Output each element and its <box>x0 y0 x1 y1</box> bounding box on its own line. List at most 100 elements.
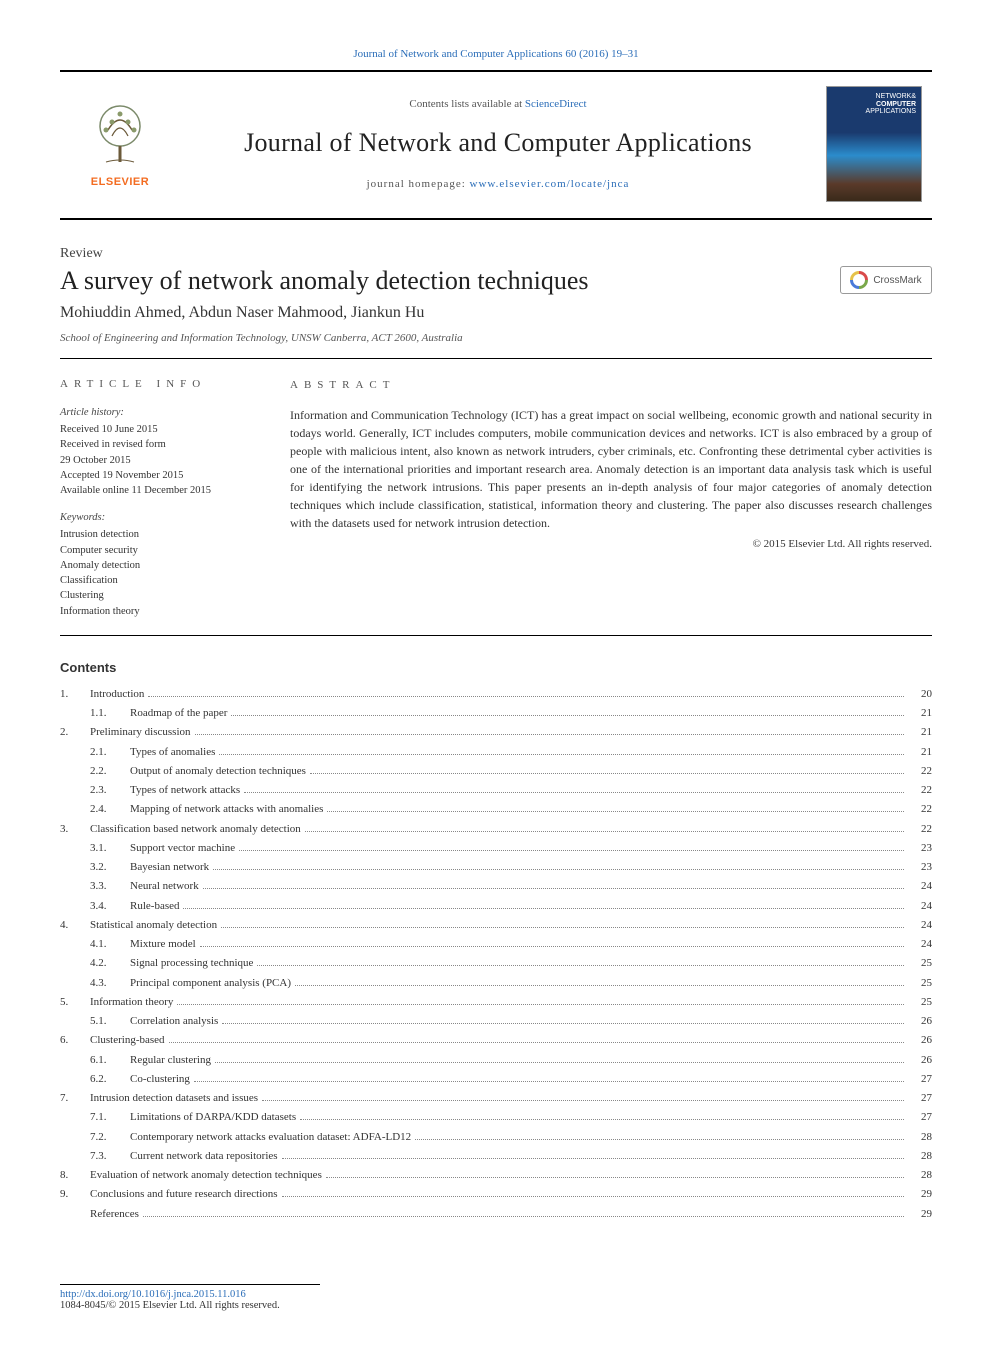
history-list: Received 10 June 2015Received in revised… <box>60 422 260 498</box>
toc-leader-dots <box>415 1139 904 1140</box>
toc-title: Mapping of network attacks with anomalie… <box>130 800 323 819</box>
toc-title: Types of anomalies <box>130 743 215 762</box>
toc-number: 7.2. <box>90 1128 130 1147</box>
toc-page: 25 <box>908 993 932 1012</box>
toc-page: 26 <box>908 1051 932 1070</box>
toc-number: 2.3. <box>90 781 130 800</box>
toc-leader-dots <box>310 773 904 774</box>
toc-title: Classification based network anomaly det… <box>90 820 301 839</box>
toc-title: Rule-based <box>130 897 179 916</box>
contents-heading: Contents <box>60 660 932 675</box>
rule <box>60 358 932 359</box>
top-citation-link[interactable]: Journal of Network and Computer Applicat… <box>353 48 638 60</box>
toc-subentry: 3.4.Rule-based24 <box>60 897 932 916</box>
toc-number: 3.2. <box>90 858 130 877</box>
toc-leader-dots <box>213 869 904 870</box>
keyword: Intrusion detection <box>60 527 260 542</box>
toc-entry: 6.Clustering-based26 <box>60 1031 932 1050</box>
toc-page: 23 <box>908 839 932 858</box>
elsevier-tree-icon <box>86 100 154 170</box>
toc-entry: References29 <box>60 1205 932 1224</box>
elsevier-logo: ELSEVIER <box>70 100 170 188</box>
article-title: A survey of network anomaly detection te… <box>60 266 589 296</box>
toc-number: 8. <box>60 1166 90 1185</box>
crossmark-label: CrossMark <box>873 275 921 286</box>
toc-title: Limitations of DARPA/KDD datasets <box>130 1108 296 1127</box>
toc-number: 1. <box>60 685 90 704</box>
toc-page: 21 <box>908 723 932 742</box>
toc-title: Support vector machine <box>130 839 235 858</box>
journal-header-band: ELSEVIER Contents lists available at Sci… <box>60 70 932 220</box>
article-info-column: article info Article history: Received 1… <box>60 377 260 619</box>
toc-leader-dots <box>169 1042 904 1043</box>
article-type: Review <box>60 246 932 262</box>
toc-number: 5. <box>60 993 90 1012</box>
toc-entry: 7.Intrusion detection datasets and issue… <box>60 1089 932 1108</box>
journal-name: Journal of Network and Computer Applicat… <box>190 128 806 158</box>
toc-leader-dots <box>177 1004 904 1005</box>
toc-subentry: 6.1.Regular clustering26 <box>60 1051 932 1070</box>
toc-leader-dots <box>300 1119 904 1120</box>
history-line: 29 October 2015 <box>60 453 260 468</box>
toc-title: Statistical anomaly detection <box>90 916 217 935</box>
toc-title: Signal processing technique <box>130 954 253 973</box>
keyword: Classification <box>60 573 260 588</box>
toc-entry: 2.Preliminary discussion21 <box>60 723 932 742</box>
article-info-heading: article info <box>60 377 260 393</box>
toc-subentry: 3.1.Support vector machine 23 <box>60 839 932 858</box>
history-line: Accepted 19 November 2015 <box>60 468 260 483</box>
toc-leader-dots <box>295 985 904 986</box>
toc-title: Contemporary network attacks evaluation … <box>130 1128 411 1147</box>
toc-title: Conclusions and future research directio… <box>90 1185 278 1204</box>
toc-leader-dots <box>231 715 904 716</box>
doi-link[interactable]: http://dx.doi.org/10.1016/j.jnca.2015.11… <box>60 1289 246 1300</box>
sciencedirect-link[interactable]: ScienceDirect <box>525 98 587 110</box>
affiliation: School of Engineering and Information Te… <box>60 332 932 344</box>
toc-page: 21 <box>908 704 932 723</box>
journal-homepage-line: journal homepage: www.elsevier.com/locat… <box>190 178 806 190</box>
journal-homepage-link[interactable]: www.elsevier.com/locate/jnca <box>470 178 630 190</box>
toc-subentry: 4.3.Principal component analysis (PCA)25 <box>60 974 932 993</box>
toc-page: 25 <box>908 974 932 993</box>
toc-leader-dots <box>148 696 904 697</box>
toc-title: Evaluation of network anomaly detection … <box>90 1166 322 1185</box>
toc-page: 22 <box>908 781 932 800</box>
history-line: Available online 11 December 2015 <box>60 483 260 498</box>
toc-number: 7. <box>60 1089 90 1108</box>
toc-number: 6.2. <box>90 1070 130 1089</box>
toc-number: 3.1. <box>90 839 130 858</box>
toc-page: 28 <box>908 1147 932 1166</box>
keyword: Clustering <box>60 588 260 603</box>
toc-leader-dots <box>257 965 904 966</box>
toc-title: Correlation analysis <box>130 1012 218 1031</box>
keyword: Computer security <box>60 543 260 558</box>
toc-entry: 5.Information theory25 <box>60 993 932 1012</box>
toc-title: References <box>90 1205 139 1224</box>
toc-number: 2.4. <box>90 800 130 819</box>
toc-number: 9. <box>60 1185 90 1204</box>
toc-leader-dots <box>282 1196 904 1197</box>
crossmark-badge[interactable]: CrossMark <box>840 266 932 294</box>
homepage-prefix: journal homepage: <box>367 178 470 190</box>
toc-page: 20 <box>908 685 932 704</box>
toc-entry: 3.Classification based network anomaly d… <box>60 820 932 839</box>
issn-copyright: 1084-8045/© 2015 Elsevier Ltd. All right… <box>60 1300 280 1311</box>
toc-entry: 8.Evaluation of network anomaly detectio… <box>60 1166 932 1185</box>
toc-leader-dots <box>239 850 904 851</box>
toc-leader-dots <box>244 792 904 793</box>
history-label: Article history: <box>60 405 260 420</box>
toc-page: 27 <box>908 1108 932 1127</box>
contents-list-line: Contents lists available at ScienceDirec… <box>190 98 806 110</box>
toc-page: 24 <box>908 916 932 935</box>
keywords-list: Intrusion detectionComputer securityAnom… <box>60 527 260 618</box>
toc-entry: 4.Statistical anomaly detection24 <box>60 916 932 935</box>
toc-title: Types of network attacks <box>130 781 240 800</box>
toc-leader-dots <box>143 1216 904 1217</box>
toc-subentry: 7.2.Contemporary network attacks evaluat… <box>60 1128 932 1147</box>
toc-leader-dots <box>305 831 904 832</box>
toc-page: 22 <box>908 762 932 781</box>
abstract-column: abstract Information and Communication T… <box>290 377 932 619</box>
toc-leader-dots <box>219 754 904 755</box>
authors: Mohiuddin Ahmed, Abdun Naser Mahmood, Ji… <box>60 304 932 322</box>
history-line: Received in revised form <box>60 437 260 452</box>
